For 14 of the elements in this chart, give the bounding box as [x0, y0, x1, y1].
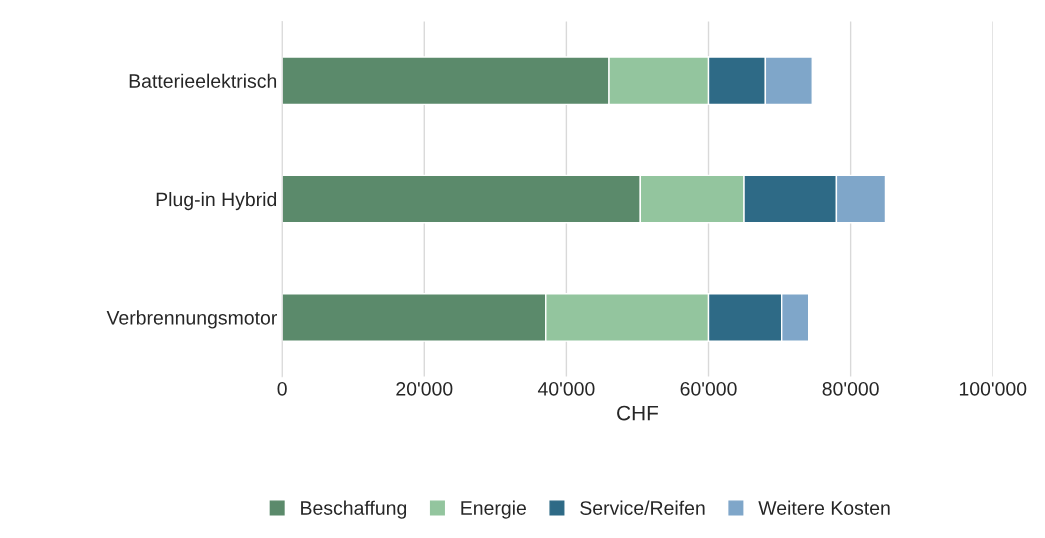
- x-axis-title: CHF: [617, 405, 659, 421]
- y-tick-label: Batterieelektrisch: [129, 73, 277, 88]
- x-tick-label: 60'000: [680, 381, 737, 396]
- y-tick-label: Verbrennungsmotor: [106, 310, 277, 329]
- x-tick-label: 80'000: [822, 381, 879, 396]
- legend-label: Energie: [461, 500, 526, 519]
- x-tick-label: 40'000: [537, 381, 595, 396]
- x-tick-label: 100'000: [959, 381, 1027, 396]
- x-tick-label: 0: [277, 381, 287, 396]
- legend-label: Service/Reifen: [580, 500, 705, 515]
- y-tick-label: Plug-in Hybrid: [156, 192, 277, 211]
- legend-label: Beschaffung: [301, 500, 407, 519]
- x-tick-label: 20'000: [396, 381, 453, 396]
- legend-label: Weitere Kosten: [758, 500, 890, 515]
